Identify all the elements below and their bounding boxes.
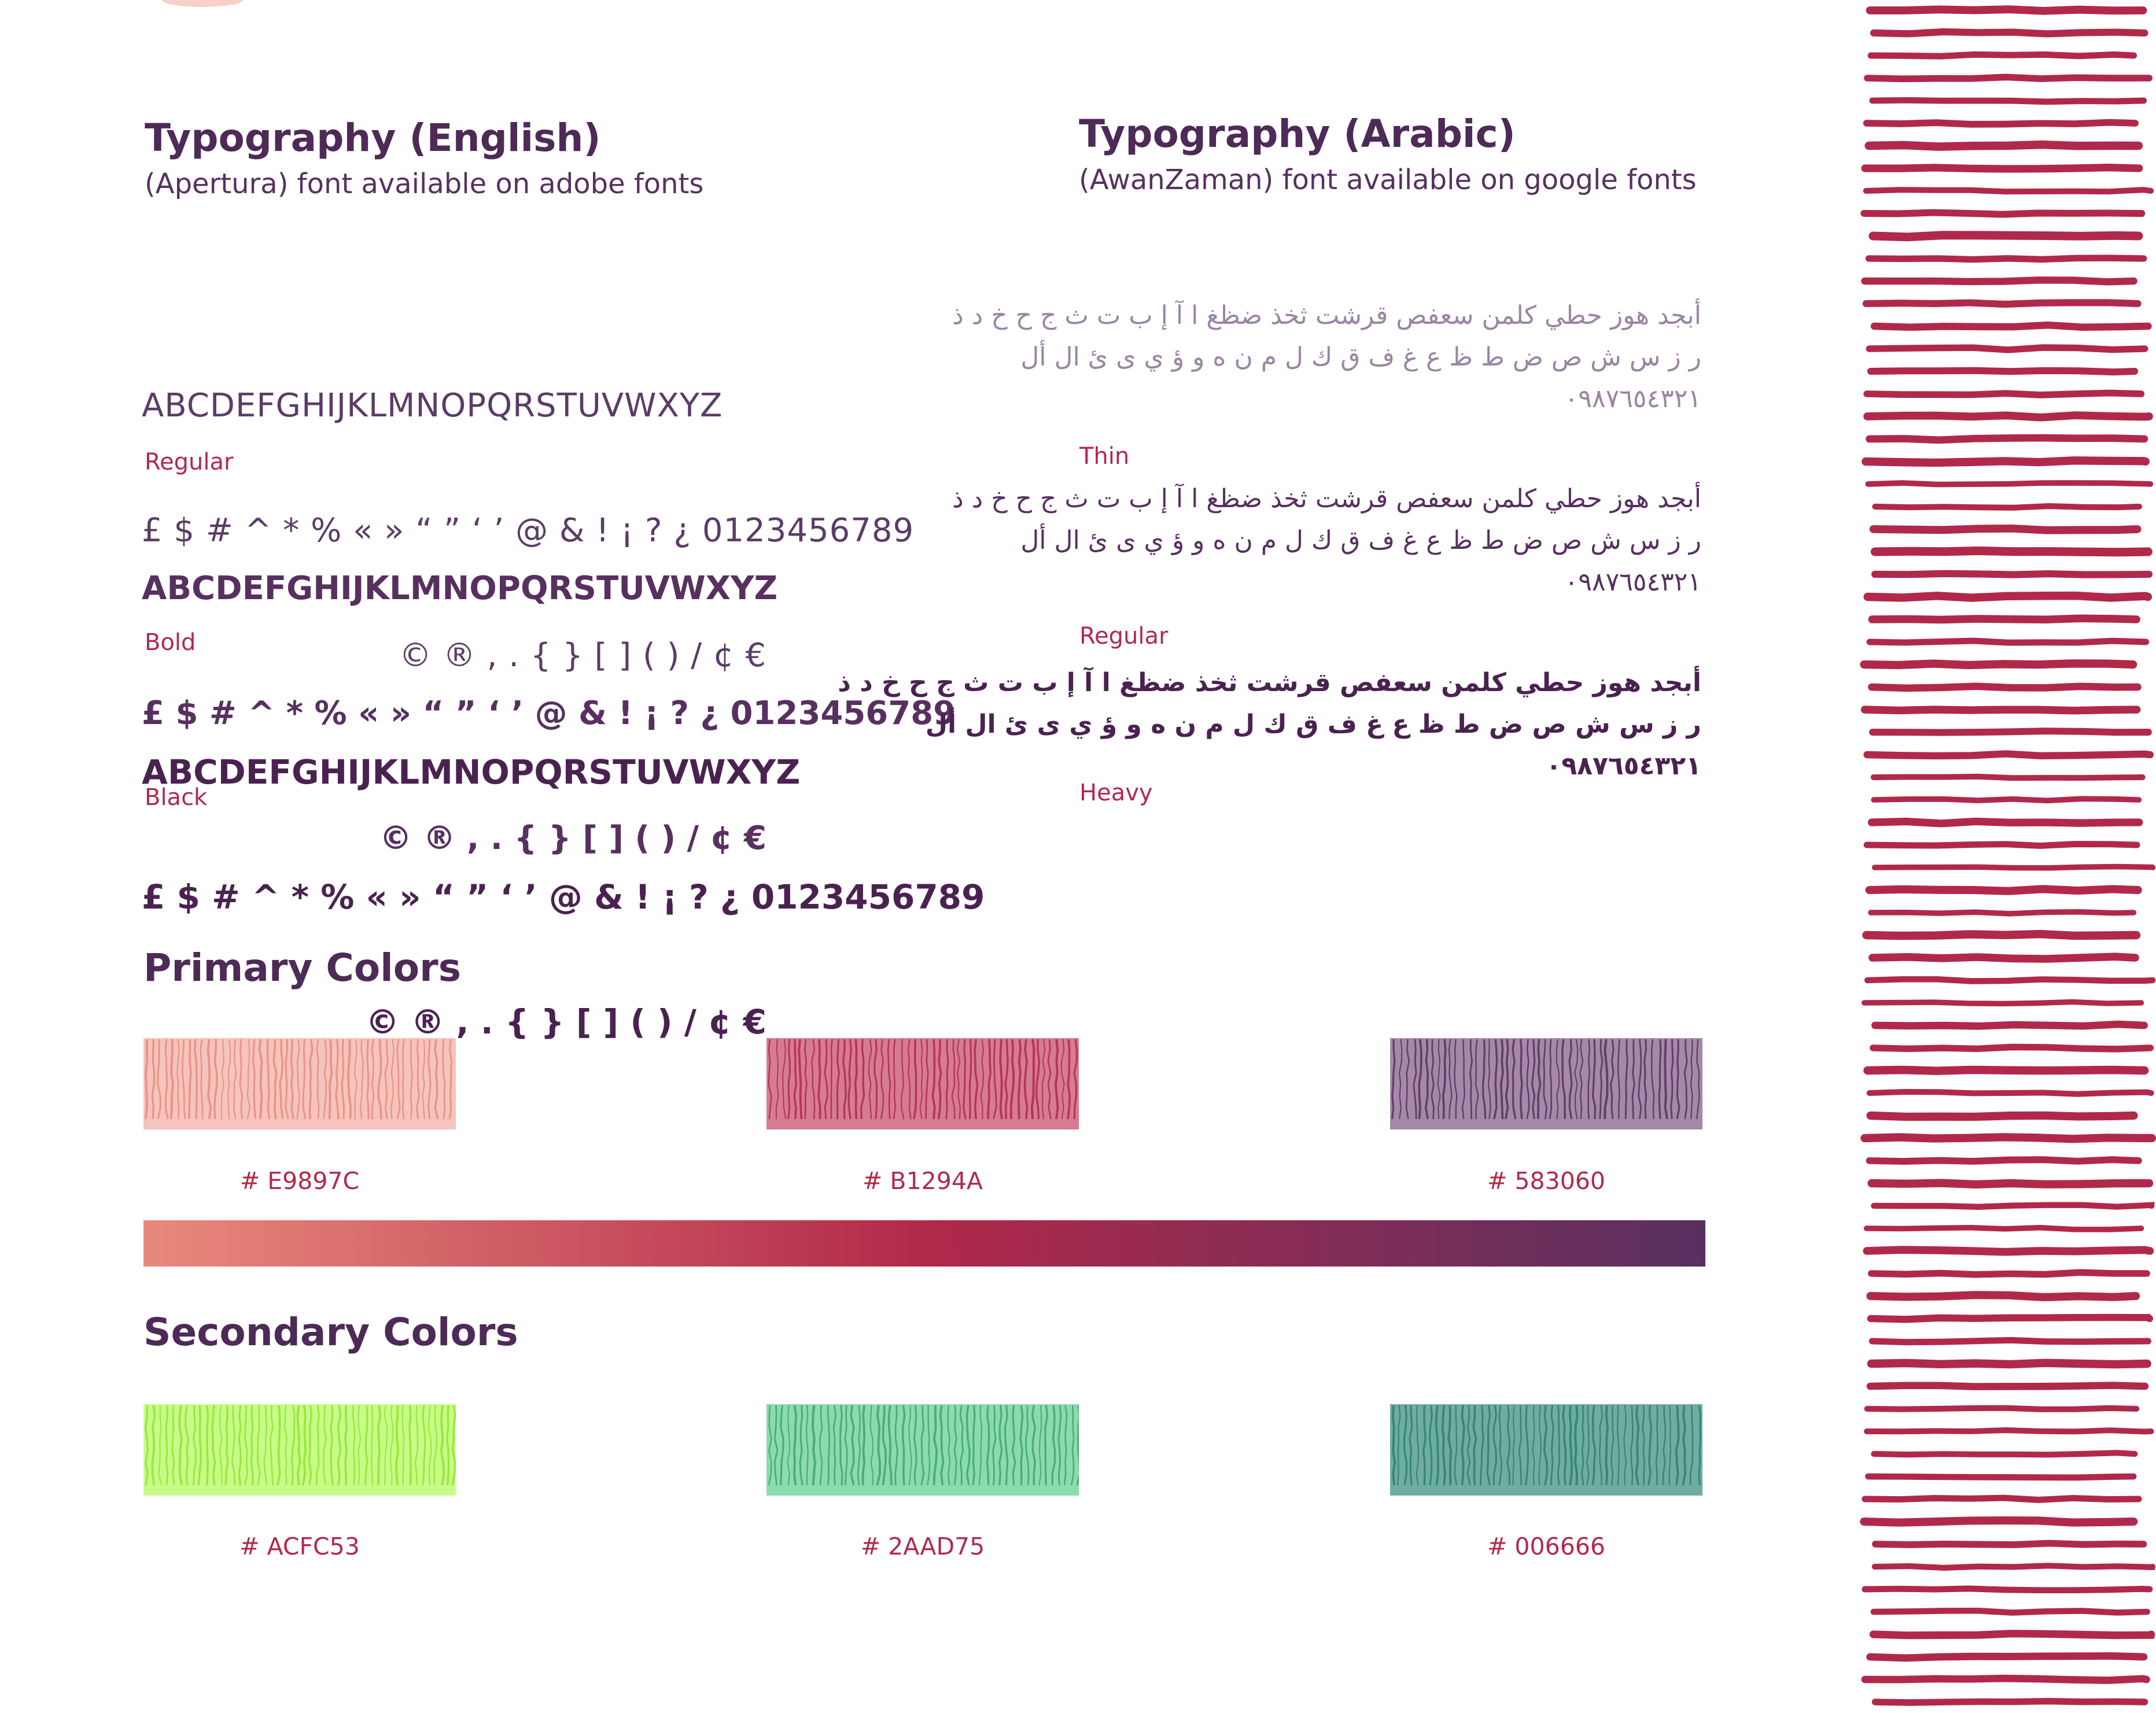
- glyph-line: ABCDEFGHIJKLMNOPQRSTUVWXYZ: [142, 752, 801, 792]
- glyph-line: أبجد هوز حطي كلمن سعفص قرشت ثخذ ضظغ ا آ …: [952, 301, 1701, 330]
- glyph-line: ٠٩٨٧٦٥٤٣٢١: [1564, 384, 1701, 414]
- swatch-secondary: [1390, 1404, 1702, 1496]
- glyph-line: ر ز س ش ص ض ط ظ ع غ ف ق ك ل م ن ه و ؤ ي …: [1020, 526, 1701, 555]
- glyph-line: © ® , . { } [ ] ( ) / ¢ €: [366, 1002, 766, 1042]
- glyph-line: £ $ # ^ * % « » “ ” ‘ ’ @ & ! ¡ ? ¿ 0123…: [142, 512, 915, 549]
- english-glyphs-black: ABCDEFGHIJKLMNOPQRSTUVWXYZ £ $ # ^ * % «…: [142, 668, 985, 1084]
- typography-arabic-title: Typography (Arabic): [1079, 112, 1516, 156]
- glyph-line: ABCDEFGHIJKLMNOPQRSTUVWXYZ: [142, 570, 778, 607]
- decorative-blush: [162, 0, 243, 7]
- typography-arabic-subtitle: (AwanZaman) font available on google fon…: [1079, 164, 1697, 196]
- weight-label-thin: Thin: [1079, 443, 1130, 470]
- glyph-line: ABCDEFGHIJKLMNOPQRSTUVWXYZ: [142, 387, 723, 424]
- hex-label: # E9897C: [239, 1167, 360, 1195]
- glyph-line: ٠٩٨٧٦٥٤٣٢١: [1546, 751, 1701, 781]
- english-glyphs-light: ABCDEFGHIJKLMNOPQRSTUVWXYZ £ $ # ^ * % «…: [142, 302, 915, 718]
- weight-label-bold: Bold: [145, 629, 196, 656]
- weight-label-regular-arabic: Regular: [1079, 623, 1169, 649]
- glyph-line: أبجد هوز حطي كلمن سعفص قرشت ثخذ ضظغ ا آ …: [952, 484, 1701, 514]
- secondary-colors-title: Secondary Colors: [143, 1310, 518, 1354]
- glyph-line: £ $ # ^ * % « » “ ” ‘ ’ @ & ! ¡ ? ¿ 0123…: [142, 877, 985, 917]
- primary-gradient-bar: [143, 1220, 1705, 1267]
- swatch-secondary: [143, 1404, 456, 1496]
- brush-stroke-decoration: [1860, 5, 2156, 1706]
- glyph-line: © ® , . { } [ ] ( ) / ¢ €: [399, 637, 766, 674]
- weight-label-black: Black: [145, 784, 208, 811]
- glyph-line: © ® , . { } [ ] ( ) / ¢ €: [379, 819, 766, 857]
- arabic-glyphs-heavy: أبجد هوز حطي كلمن سعفص قرشت ثخذ ضظغ ا آ …: [838, 662, 1701, 787]
- glyph-line: ٠٩٨٧٦٥٤٣٢١: [1564, 567, 1701, 597]
- glyph-line: ر ز س ش ص ض ط ظ ع غ ف ق ك ل م ن ه و ؤ ي …: [1020, 342, 1701, 372]
- hex-label: # 006666: [1487, 1533, 1605, 1560]
- typography-english-subtitle: (Apertura) font available on adobe fonts: [145, 168, 704, 200]
- hex-label: # 2AAD75: [860, 1533, 985, 1560]
- hex-label: # 583060: [1487, 1167, 1605, 1195]
- hex-label: # B1294A: [863, 1167, 983, 1195]
- weight-label-regular: Regular: [145, 449, 234, 475]
- typography-english-title: Typography (English): [145, 116, 601, 160]
- swatch-primary: [766, 1038, 1079, 1129]
- arabic-glyphs-regular: أبجد هوز حطي كلمن سعفص قرشت ثخذ ضظغ ا آ …: [952, 478, 1701, 603]
- primary-colors-title: Primary Colors: [143, 946, 461, 990]
- glyph-line: أبجد هوز حطي كلمن سعفص قرشت ثخذ ضظغ ا آ …: [838, 668, 1701, 697]
- swatch-primary: [1390, 1038, 1702, 1129]
- swatch-primary: [143, 1038, 456, 1129]
- swatch-secondary: [766, 1404, 1079, 1496]
- weight-label-heavy: Heavy: [1079, 780, 1153, 806]
- arabic-glyphs-thin: أبجد هوز حطي كلمن سعفص قرشت ثخذ ضظغ ا آ …: [952, 295, 1701, 420]
- hex-label: # ACFC53: [239, 1533, 360, 1560]
- glyph-line: ر ز س ش ص ض ط ظ ع غ ف ق ك ل م ن ه و ؤ ي …: [925, 710, 1701, 739]
